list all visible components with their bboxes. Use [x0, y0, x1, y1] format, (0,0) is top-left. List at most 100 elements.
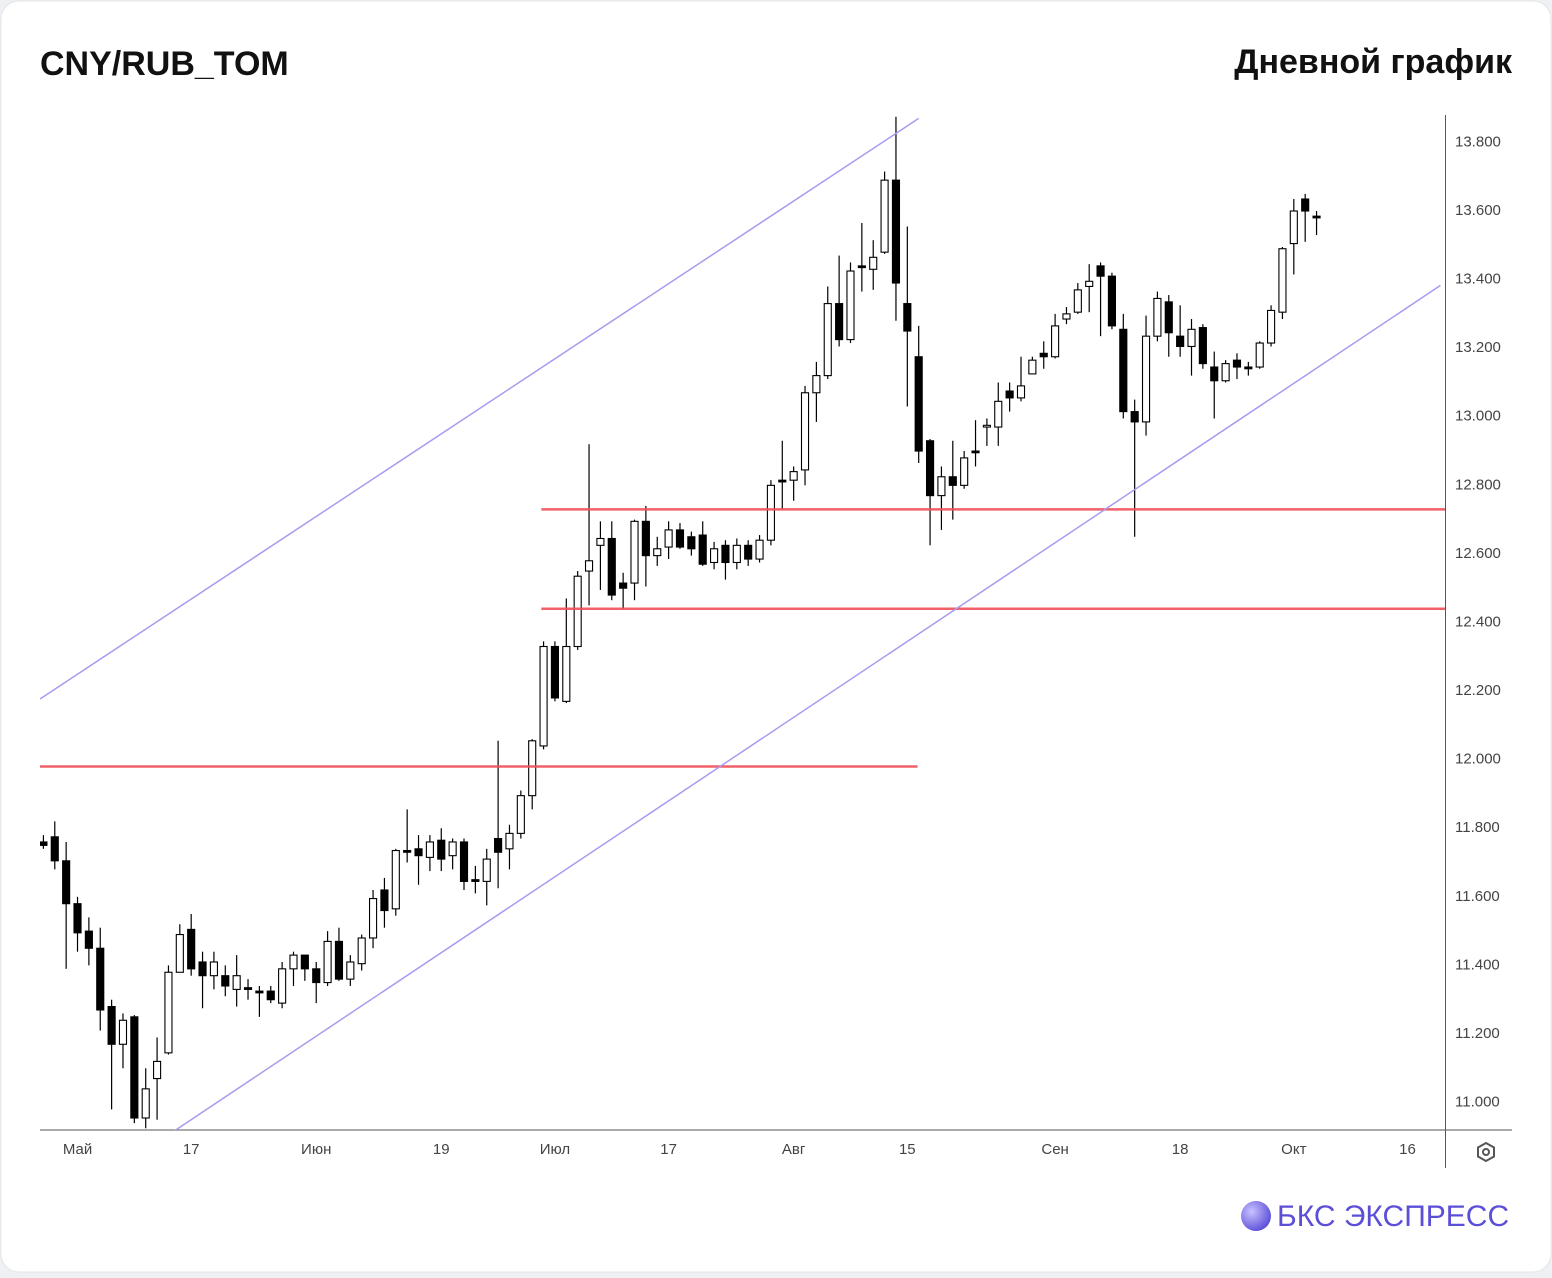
candle-body: [482, 858, 491, 882]
plot-area: [40, 116, 1445, 1130]
candle-body: [1016, 385, 1026, 399]
candle-body: [528, 740, 537, 797]
candle-body: [141, 1088, 150, 1119]
candle-body: [1255, 342, 1264, 368]
candle-body: [209, 961, 218, 977]
candle-body: [812, 375, 821, 394]
candle-body: [653, 548, 662, 557]
candle-body: [698, 534, 707, 565]
candle-body: [562, 645, 571, 702]
candle-body: [937, 476, 946, 497]
x-tick-label: Май: [63, 1141, 92, 1158]
candle-body: [175, 933, 184, 973]
candle-body: [448, 841, 457, 857]
x-tick-label: Июл: [540, 1141, 570, 1158]
candle-body: [73, 903, 82, 934]
candle-body: [266, 990, 275, 1001]
candle-body: [107, 1006, 116, 1045]
candle-body: [278, 968, 287, 1004]
y-tick-label: 12.800: [1455, 476, 1501, 493]
y-tick-label: 11.800: [1455, 819, 1500, 836]
candle-body: [84, 930, 93, 949]
y-tick-label: 11.600: [1455, 888, 1500, 905]
candle-body: [380, 889, 389, 912]
y-tick-label: 12.400: [1455, 613, 1501, 630]
candle-body: [255, 990, 264, 994]
candle-body: [1119, 328, 1128, 413]
y-tick-label: 13.800: [1455, 133, 1501, 150]
candle-body: [948, 476, 957, 486]
candle-body: [346, 961, 355, 980]
candle-body: [630, 520, 639, 584]
candle-body: [994, 400, 1003, 428]
candle-body: [1028, 359, 1037, 375]
trend-line: [174, 284, 1441, 1130]
candle-body: [903, 303, 912, 332]
y-tick-label: 11.200: [1455, 1025, 1500, 1042]
candle-body: [800, 392, 810, 471]
candle-body: [437, 839, 446, 860]
x-tick-label: 16: [1399, 1141, 1416, 1158]
candle-body: [153, 1060, 162, 1080]
candle-body: [62, 860, 71, 905]
candle-body: [539, 645, 548, 747]
candle-body: [835, 303, 844, 341]
candle-body: [505, 832, 514, 850]
candle-body: [857, 265, 866, 269]
candle-body: [846, 270, 855, 341]
candle-body: [744, 544, 753, 560]
candle-body: [334, 940, 344, 980]
candle-body: [1289, 210, 1298, 245]
candle-body: [1107, 275, 1117, 327]
y-tick-label: 12.200: [1455, 682, 1501, 699]
candle-body: [1062, 313, 1071, 320]
candle-body: [198, 961, 207, 977]
candle-body: [357, 937, 366, 965]
candle-body: [1278, 248, 1287, 313]
candle-body: [243, 987, 253, 990]
chart-title: CNY/RUB_TOM: [40, 45, 289, 83]
candle-body: [289, 954, 298, 970]
x-tick-label: Сен: [1041, 1141, 1068, 1158]
candle-body: [1005, 390, 1014, 399]
settings-icon[interactable]: [1477, 1141, 1495, 1163]
y-tick-label: 12.600: [1455, 545, 1501, 562]
candle-body: [516, 795, 525, 834]
x-tick-label: Авг: [782, 1141, 806, 1158]
candle-body: [641, 520, 650, 557]
candle-body: [1221, 363, 1230, 382]
candle-body: [960, 457, 969, 486]
candle-body: [1267, 309, 1276, 344]
candle-body: [584, 560, 594, 572]
x-tick-label: 17: [660, 1141, 677, 1158]
candle-body: [789, 471, 798, 481]
y-tick-label: 13.600: [1455, 202, 1501, 219]
candle-body: [710, 548, 719, 564]
chart-subtitle: Дневной график: [1234, 43, 1513, 81]
candle-body: [1130, 411, 1139, 423]
candle-body: [732, 544, 741, 564]
candle-body: [1244, 366, 1253, 370]
candle-body: [50, 836, 59, 862]
y-tick-label: 13.200: [1455, 339, 1501, 356]
candle-body: [187, 928, 196, 970]
candle-body: [1301, 198, 1310, 212]
candle-body: [1187, 328, 1196, 348]
candle-body: [1176, 335, 1185, 348]
candle-body: [459, 841, 469, 882]
candle-body: [425, 841, 434, 858]
brand-logo: [1241, 1201, 1271, 1231]
candle-body: [619, 582, 628, 589]
candle-body: [664, 529, 673, 548]
candle-body: [778, 479, 787, 483]
candle-body: [494, 837, 503, 853]
candle-body: [164, 971, 173, 1054]
candle-body: [130, 1016, 139, 1119]
candle-body: [96, 947, 105, 1011]
candle-body: [1096, 265, 1105, 277]
candle-body: [550, 645, 560, 699]
x-tick-label: Июн: [301, 1141, 331, 1158]
candle-body: [391, 849, 400, 910]
y-tick-label: 11.400: [1455, 956, 1500, 973]
